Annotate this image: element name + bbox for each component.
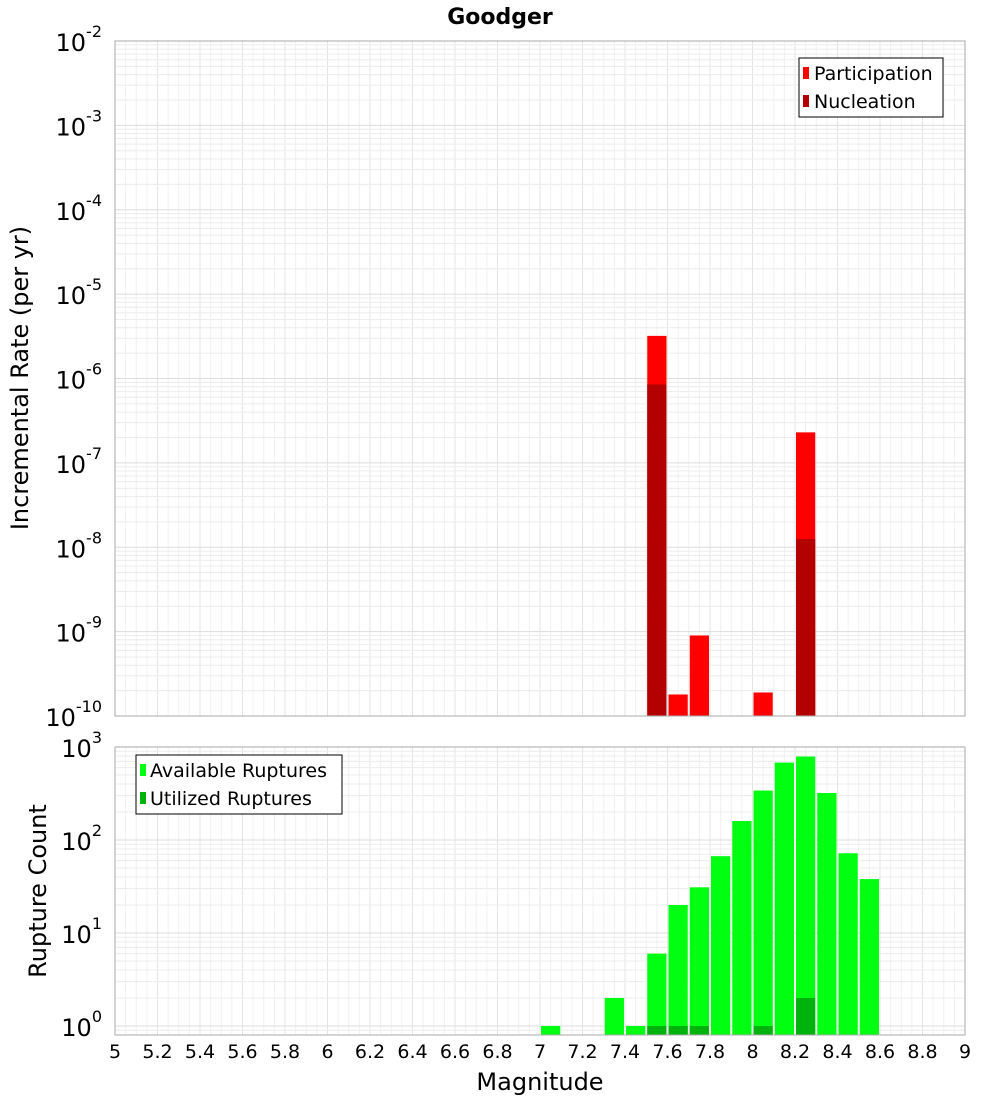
x-tick-labels: 5 5.2 5.4 5.6 5.8 6 6.2 6.4 6.6 6.8 7 7.2 7.4 7.6 7.8 8… xyxy=(109,1041,971,1063)
bar-available-ruptures xyxy=(626,1025,646,1035)
top-y-tick-label: 10-2 xyxy=(56,22,103,57)
legend-label-available-ruptures: Available Ruptures xyxy=(150,760,327,782)
legend-label-utilized-ruptures: Utilized Ruptures xyxy=(150,788,312,810)
x-tick-label: 6.6 xyxy=(440,1041,470,1063)
bar-participation xyxy=(753,692,773,716)
top-y-axis-label: Incremental Rate (per yr) xyxy=(6,226,34,530)
participation-nucleation-panel: 10-10 10-9 10-8 10-7 10-6 10-5 10-4 10-3 10-2 In… xyxy=(6,22,966,732)
x-tick-label: 5.8 xyxy=(270,1041,300,1063)
top-y-tick-labels: 10-10 10-9 10-8 10-7 10-6 10-5 10-4 10-3 10-2 xyxy=(45,22,102,732)
bottom-y-tick-label: 101 xyxy=(61,914,102,949)
bottom-plot-border xyxy=(114,746,966,1036)
x-tick-label: 6 xyxy=(321,1041,333,1063)
x-tick-label: 8.4 xyxy=(822,1041,852,1063)
x-tick-label: 8.6 xyxy=(865,1041,895,1063)
x-tick-label: 7.4 xyxy=(610,1041,640,1063)
top-gridlines xyxy=(114,40,966,717)
legend-swatch-available-ruptures xyxy=(140,764,146,776)
bar-available-ruptures xyxy=(689,887,709,1035)
x-tick-label: 9 xyxy=(959,1041,971,1063)
top-y-tick-label: 10-4 xyxy=(56,191,103,226)
top-y-tick-label: 10-5 xyxy=(56,275,103,310)
top-y-tick-label: 10-7 xyxy=(56,444,103,479)
bottom-y-axis-label: Rupture Count xyxy=(24,804,52,978)
bar-available-ruptures xyxy=(541,1025,561,1035)
x-tick-label: 5 xyxy=(109,1041,121,1063)
x-tick-label: 5.4 xyxy=(185,1041,215,1063)
top-legend-box xyxy=(798,57,944,118)
bar-participation xyxy=(689,635,709,716)
top-y-tick-label: 10-10 xyxy=(45,697,102,732)
bar-available-ruptures xyxy=(753,790,773,1035)
bar-available-ruptures xyxy=(817,793,837,1035)
bottom-y-tick-label: 100 xyxy=(61,1007,102,1042)
top-plot-border xyxy=(114,40,966,717)
x-axis-label: Magnitude xyxy=(476,1068,603,1096)
bottom-bars xyxy=(541,756,879,1035)
legend-swatch-participation xyxy=(803,67,809,79)
x-tick-label: 7 xyxy=(534,1041,546,1063)
bar-available-ruptures xyxy=(604,997,624,1035)
legend-swatch-nucleation xyxy=(803,95,809,107)
top-y-tick-label: 10-3 xyxy=(56,106,103,141)
x-tick-label: 7.2 xyxy=(567,1041,597,1063)
x-tick-label: 6.4 xyxy=(397,1041,427,1063)
x-tick-label: 5.2 xyxy=(142,1041,172,1063)
chart-title: Goodger xyxy=(447,5,553,30)
top-y-tick-label: 10-6 xyxy=(56,360,103,395)
x-tick-label: 6.8 xyxy=(482,1041,512,1063)
bar-utilized-ruptures xyxy=(668,1025,688,1035)
bar-available-ruptures xyxy=(859,879,879,1035)
bar-available-ruptures xyxy=(796,756,816,1035)
bar-available-ruptures xyxy=(732,821,752,1035)
x-tick-label: 8.8 xyxy=(907,1041,937,1063)
legend-swatch-utilized-ruptures xyxy=(140,792,146,804)
bar-nucleation xyxy=(796,539,816,716)
x-tick-label: 7.8 xyxy=(695,1041,725,1063)
bar-available-ruptures xyxy=(711,856,731,1035)
x-tick-label: 8.2 xyxy=(780,1041,810,1063)
bar-available-ruptures xyxy=(838,853,858,1035)
bar-nucleation xyxy=(647,384,667,716)
bottom-legend-box xyxy=(135,754,343,815)
legend-label-participation: Participation xyxy=(814,63,933,85)
x-tick-label: 7.6 xyxy=(652,1041,682,1063)
bar-utilized-ruptures xyxy=(753,1025,773,1035)
bottom-y-tick-labels: 100 101 102 103 xyxy=(61,728,102,1042)
bar-available-ruptures xyxy=(668,904,688,1035)
bar-utilized-ruptures xyxy=(796,997,816,1035)
top-y-tick-label: 10-9 xyxy=(56,613,103,648)
bar-participation xyxy=(668,694,688,716)
bar-utilized-ruptures xyxy=(689,1025,709,1035)
x-tick-label: 6.2 xyxy=(355,1041,385,1063)
legend-label-nucleation: Nucleation xyxy=(814,91,916,113)
bar-available-ruptures xyxy=(647,953,667,1035)
bottom-y-tick-label: 102 xyxy=(61,821,102,856)
x-tick-label: 5.6 xyxy=(227,1041,257,1063)
rupture-count-panel: 100 101 102 103 5 5.2 5.4 5.6 5.8 6 6.2 6.4 6.6 6.8 7… xyxy=(24,728,971,1096)
top-bars xyxy=(647,335,816,716)
bottom-y-tick-label: 103 xyxy=(61,728,102,763)
top-legend: Participation Nucleation xyxy=(798,57,944,118)
x-tick-label: 8 xyxy=(746,1041,758,1063)
bar-utilized-ruptures xyxy=(647,1025,667,1035)
bottom-legend: Available Ruptures Utilized Ruptures xyxy=(135,754,343,815)
bar-available-ruptures xyxy=(774,762,794,1035)
top-y-tick-label: 10-8 xyxy=(56,528,103,563)
